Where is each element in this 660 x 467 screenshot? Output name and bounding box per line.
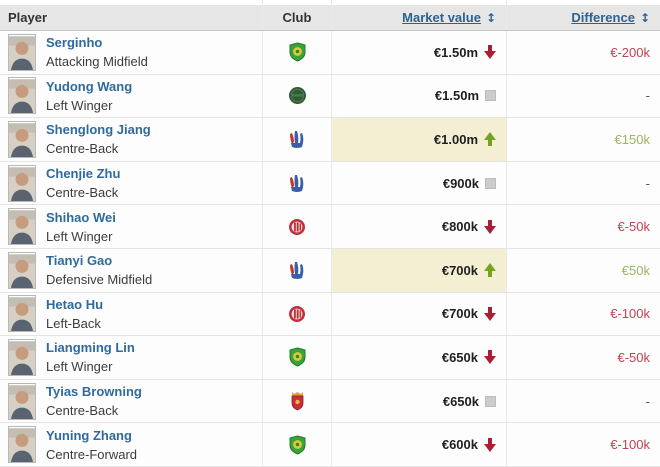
player-position: Defensive Midfield [46,272,153,288]
market-value: €700k [441,306,478,322]
difference-value: €-200k [506,31,660,74]
player-name-link[interactable]: Yuning Zhang [46,427,132,443]
player-photo[interactable] [8,382,36,420]
market-value: €650k [442,393,479,409]
table-row: Shenglong Jiang Centre-Back €1.00m €150k [0,118,660,162]
trend-up-icon [484,132,496,147]
red-circle-badge[interactable] [287,217,307,237]
market-value: €900k [442,175,479,191]
player-name-link[interactable]: Chenjie Zhu [46,166,121,182]
difference-value: €150k [506,118,660,161]
difference-value: - [506,74,660,118]
player-name-link[interactable]: Tianyi Gao [46,253,113,269]
shanghai-port-badge[interactable] [287,391,307,411]
difference-value: €-100k [506,292,660,336]
player-position: Left-Back [46,315,101,331]
player-position: Centre-Forward [46,446,138,462]
beijing-guoan-badge[interactable] [287,347,307,367]
beijing-guoan-badge[interactable] [287,42,307,62]
dark-green-circle-badge[interactable] [287,86,307,106]
market-value: €800k [441,219,478,235]
player-name-link[interactable]: Hetao Hu [46,296,104,312]
trend-same-icon [485,90,496,102]
difference-value: €-50k [506,336,660,379]
market-value: €650k [441,349,478,365]
sort-icon[interactable]: ↕ [485,10,496,25]
table-row: Chenjie Zhu Centre-Back €900k - [0,161,660,206]
table-row: Hetao Hu Left-Back €700k €-100k [0,292,660,337]
player-position: Left Winger [46,228,113,244]
player-name-link[interactable]: Shihao Wei [46,209,116,225]
red-circle-badge[interactable] [287,304,307,324]
trend-same-icon [485,395,496,407]
table-row: Tianyi Gao Defensive Midfield €700k €50k [0,248,660,293]
difference-value: €-100k [506,423,660,466]
beijing-guoan-badge[interactable] [287,435,307,455]
table-row: Yuning Zhang Centre-Forward €600k €-100k [0,423,660,467]
sort-icon[interactable]: ↕ [639,10,650,25]
player-name-link[interactable]: Liangming Lin [46,340,135,356]
difference-value: - [506,161,660,205]
table-row: Liangming Lin Left Winger €650k €-50k [0,336,660,380]
trend-down-icon [484,45,496,60]
player-photo[interactable] [8,426,36,464]
shanghai-shenhua-badge[interactable] [287,260,307,280]
player-name-link[interactable]: Serginho [46,35,103,51]
shanghai-shenhua-badge[interactable] [287,173,307,193]
player-photo[interactable] [8,164,36,202]
player-position: Centre-Back [46,141,119,157]
player-photo[interactable] [8,120,36,158]
player-photo[interactable] [8,251,36,289]
player-photo[interactable] [8,208,36,246]
top-strip-cell [331,0,506,5]
difference-value: €50k [506,248,660,292]
trend-up-icon [484,263,496,278]
table-header: Player Club Market value ↕ Difference ↕ [0,5,660,31]
top-strip [0,0,660,5]
player-photo[interactable] [8,338,36,376]
table-row: Serginho Attacking Midfield €1.50m €-200… [0,31,660,75]
difference-value: €-50k [506,205,660,248]
column-header-market-value[interactable]: Market value [402,10,481,25]
column-header-player: Player [8,10,48,25]
table-body: Serginho Attacking Midfield €1.50m €-200… [0,31,660,467]
shanghai-shenhua-badge[interactable] [287,129,307,149]
player-photo[interactable] [8,77,36,115]
player-name-link[interactable]: Shenglong Jiang [46,122,151,138]
column-header-club: Club [262,5,331,30]
trend-same-icon [485,177,496,189]
trend-down-icon [484,306,496,321]
player-name-link[interactable]: Tyias Browning [46,384,142,400]
table-row: Shihao Wei Left Winger €800k €-50k [0,205,660,249]
player-photo[interactable] [8,295,36,333]
player-photo[interactable] [8,33,36,71]
top-strip-cell [506,0,660,5]
table-row: Yudong Wang Left Winger €1.50m - [0,74,660,119]
market-value: €700k [441,262,478,278]
player-position: Left Winger [46,97,113,113]
player-position: Attacking Midfield [46,54,148,70]
market-value: €1.50m [434,88,479,104]
player-name-link[interactable]: Yudong Wang [46,78,133,94]
difference-value: - [506,379,660,423]
top-strip-cell [262,0,331,5]
trend-down-icon [484,437,496,452]
market-value: €600k [441,437,478,453]
market-value: €1.00m [433,131,478,147]
table-row: Tyias Browning Centre-Back €650k - [0,379,660,424]
column-header-difference[interactable]: Difference [571,10,635,25]
player-position: Left Winger [46,359,113,375]
player-position: Centre-Back [46,403,119,419]
player-position: Centre-Back [46,185,119,201]
trend-down-icon [484,219,496,234]
trend-down-icon [484,350,496,365]
market-value: €1.50m [433,44,478,60]
